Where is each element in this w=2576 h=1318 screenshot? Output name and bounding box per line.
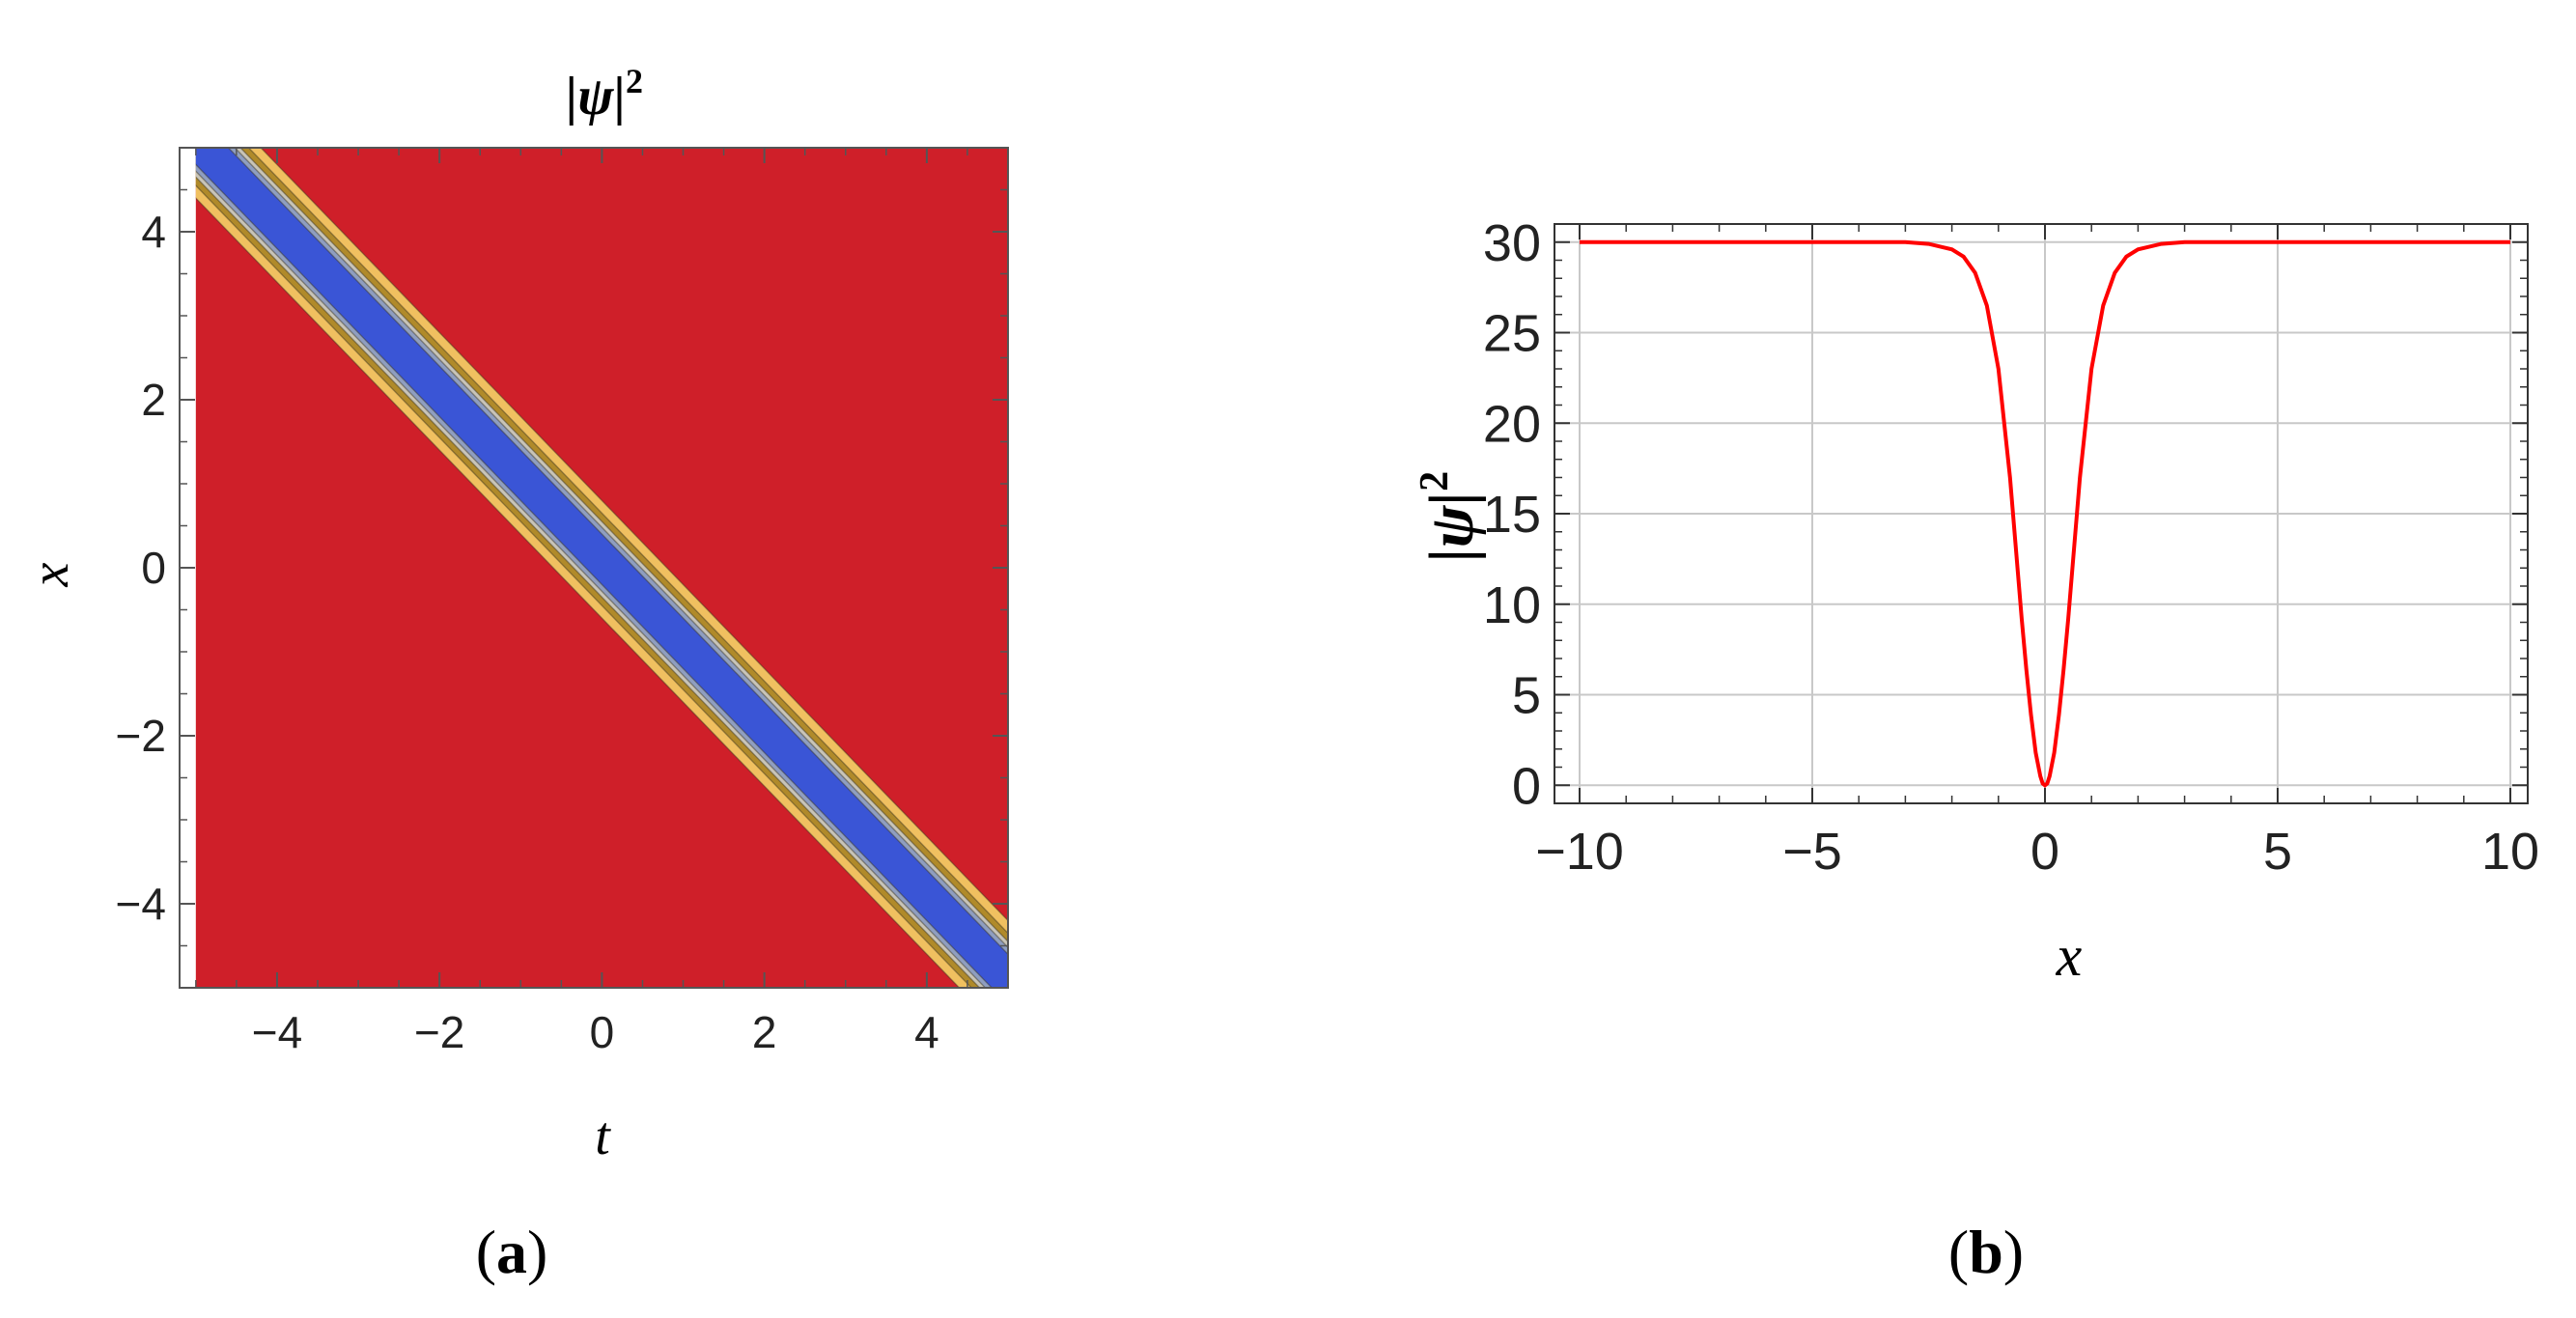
panel-b-x-tick-label: 0 bbox=[2030, 823, 2059, 881]
panel-a-x-tick-label: 2 bbox=[752, 1007, 777, 1057]
panel-b-y-tick-label: 0 bbox=[1512, 757, 1541, 815]
panel-b-x-tick-label: −5 bbox=[1782, 823, 1842, 881]
panel-a-x-tick-label: 4 bbox=[914, 1007, 939, 1057]
panel-b-label: (b) bbox=[1948, 1218, 2024, 1286]
panel-a-y-tick-label: −2 bbox=[116, 711, 166, 761]
panel-b-ticks bbox=[1554, 224, 2528, 803]
panel-b-y-tick-label: 30 bbox=[1483, 214, 1541, 272]
panel-a-contour-line bbox=[195, 176, 981, 988]
panel-a-x-tick-label: −4 bbox=[252, 1007, 302, 1057]
panel-a-x-tick-label: 0 bbox=[590, 1007, 615, 1057]
panel-b-y-tick-label: 25 bbox=[1483, 305, 1541, 363]
panel-a-contour-line bbox=[247, 148, 1008, 935]
panel-a-contour-line bbox=[227, 148, 1008, 956]
panel-b-y-tick-labels: 0 5 10 15 20 25 30 bbox=[1483, 214, 1541, 816]
panel-a-x-tick-labels: −4 −2 0 2 4 bbox=[252, 1007, 939, 1057]
panel-b-series-line bbox=[1580, 239, 2510, 788]
panel-a-y-tick-label: 0 bbox=[141, 543, 166, 593]
panel-a-contour-line bbox=[260, 148, 1008, 922]
panel-a-y-tick-label: −4 bbox=[116, 879, 166, 929]
panel-a-contour-line bbox=[239, 148, 1008, 943]
panel-b-y-tick-label: 5 bbox=[1512, 667, 1541, 725]
panel-b-x-tick-label: −10 bbox=[1535, 823, 1624, 881]
panel-a-contour-line bbox=[195, 184, 973, 988]
panel-a-label: (a) bbox=[476, 1218, 548, 1286]
panel-a-y-tick-label: 4 bbox=[141, 207, 166, 257]
panel-b-y-tick-label: 15 bbox=[1483, 486, 1541, 544]
panel-a-contour-line bbox=[234, 148, 1008, 949]
panel-b-y-tick-label: 20 bbox=[1483, 395, 1541, 453]
panel-a-ticks bbox=[180, 147, 1009, 989]
panel-a-title: |ψ|2 bbox=[566, 62, 643, 126]
panel-a-contour-line bbox=[195, 163, 994, 988]
panel-b-y-axis-label: |ψ|2 bbox=[1413, 471, 1487, 562]
panel-b-x-axis-label: x bbox=[2056, 924, 2083, 988]
panel-a-x-tick-label: −2 bbox=[414, 1007, 464, 1057]
panel-b-y-axis-label-sup: 2 bbox=[1413, 471, 1457, 491]
panel-b-y-axis-label-base: |ψ| bbox=[1416, 491, 1487, 562]
panel-a-y-axis-label: x bbox=[20, 562, 80, 587]
panel-a-title-base: |ψ| bbox=[566, 67, 626, 126]
panel-a-x-axis-label: t bbox=[595, 1107, 611, 1166]
panel-b-label-letter: b bbox=[1969, 1218, 2003, 1286]
panel-a-contour-line bbox=[195, 197, 961, 988]
panel-b-x-tick-label: 5 bbox=[2263, 823, 2292, 881]
panel-b: −10 −5 0 5 10 0 5 10 15 20 25 30 x |ψ|2 (b) bbox=[1413, 214, 2539, 1286]
panel-a-contour-band-4 bbox=[195, 148, 1008, 988]
panel-b-grid bbox=[1554, 224, 2528, 803]
panel-a-label-letter: a bbox=[496, 1218, 527, 1286]
panel-a-y-tick-label: 2 bbox=[141, 375, 166, 425]
panel-a-title-sup: 2 bbox=[626, 62, 643, 100]
panel-a-plot-area bbox=[195, 148, 1008, 988]
panel-b-y-tick-label: 10 bbox=[1483, 576, 1541, 634]
panel-b-x-tick-labels: −10 −5 0 5 10 bbox=[1535, 823, 2539, 881]
panel-b-x-tick-label: 10 bbox=[2481, 823, 2539, 881]
panel-a-y-tick-labels: −4 −2 0 2 4 bbox=[116, 207, 166, 929]
panel-a-contour-line bbox=[195, 170, 987, 988]
